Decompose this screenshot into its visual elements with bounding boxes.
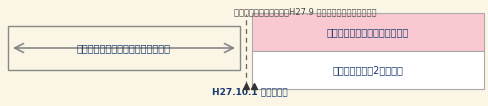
Text: H27.10.1 受給権発生: H27.10.1 受給権発生 xyxy=(212,87,287,96)
Text: 経過的職域加算額（３階相当）: 経過的職域加算額（３階相当） xyxy=(326,27,408,37)
FancyBboxPatch shape xyxy=(251,13,483,51)
Text: 厚生年金給付（2階相当）: 厚生年金給付（2階相当） xyxy=(332,65,403,75)
Text: 一元化前の加入者（被保険者）期間: 一元化前の加入者（被保険者）期間 xyxy=(77,43,171,53)
FancyBboxPatch shape xyxy=(1,1,487,105)
Text: （経過的職域加算額は、H27.9 までの期間に対してのみ）: （経過的職域加算額は、H27.9 までの期間に対してのみ） xyxy=(233,7,375,16)
FancyBboxPatch shape xyxy=(251,51,483,89)
